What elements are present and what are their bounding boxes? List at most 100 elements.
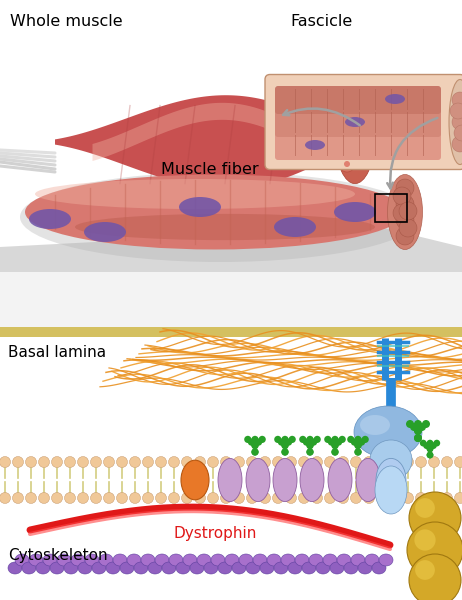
FancyBboxPatch shape bbox=[275, 86, 441, 114]
Polygon shape bbox=[55, 95, 355, 189]
Circle shape bbox=[335, 439, 342, 446]
Circle shape bbox=[324, 493, 335, 503]
Circle shape bbox=[415, 493, 426, 503]
Ellipse shape bbox=[239, 554, 253, 566]
Ellipse shape bbox=[351, 554, 365, 566]
Ellipse shape bbox=[155, 554, 169, 566]
Circle shape bbox=[51, 457, 62, 467]
Circle shape bbox=[306, 442, 314, 449]
Circle shape bbox=[339, 156, 355, 172]
Circle shape bbox=[78, 493, 89, 503]
Ellipse shape bbox=[375, 466, 407, 514]
Ellipse shape bbox=[330, 562, 344, 574]
Circle shape bbox=[306, 436, 314, 443]
Circle shape bbox=[338, 457, 348, 467]
Circle shape bbox=[251, 448, 259, 455]
Circle shape bbox=[273, 457, 284, 467]
Circle shape bbox=[25, 493, 36, 503]
Circle shape bbox=[377, 493, 388, 503]
Ellipse shape bbox=[379, 554, 393, 566]
Circle shape bbox=[0, 457, 11, 467]
Circle shape bbox=[352, 141, 358, 147]
Circle shape bbox=[410, 423, 418, 431]
Circle shape bbox=[299, 436, 306, 443]
Circle shape bbox=[354, 436, 362, 443]
Circle shape bbox=[65, 493, 75, 503]
Ellipse shape bbox=[8, 562, 22, 574]
Circle shape bbox=[344, 121, 350, 127]
Ellipse shape bbox=[64, 562, 78, 574]
Circle shape bbox=[414, 434, 422, 442]
Ellipse shape bbox=[190, 562, 204, 574]
Bar bbox=[375, 194, 407, 222]
Circle shape bbox=[331, 448, 339, 455]
Ellipse shape bbox=[288, 562, 302, 574]
Ellipse shape bbox=[328, 458, 352, 502]
Circle shape bbox=[414, 426, 422, 434]
Circle shape bbox=[328, 439, 335, 446]
Circle shape bbox=[248, 439, 255, 446]
Circle shape bbox=[426, 452, 433, 458]
Circle shape bbox=[298, 493, 310, 503]
Circle shape bbox=[38, 493, 49, 503]
Circle shape bbox=[426, 452, 433, 458]
Text: Whole muscle: Whole muscle bbox=[10, 14, 122, 29]
Ellipse shape bbox=[323, 554, 337, 566]
Circle shape bbox=[354, 448, 362, 455]
Circle shape bbox=[142, 457, 153, 467]
Circle shape bbox=[306, 448, 314, 455]
Ellipse shape bbox=[15, 554, 29, 566]
Ellipse shape bbox=[204, 562, 218, 574]
Circle shape bbox=[289, 436, 296, 443]
Circle shape bbox=[347, 116, 363, 132]
Circle shape bbox=[406, 420, 414, 428]
FancyBboxPatch shape bbox=[265, 74, 462, 169]
Circle shape bbox=[331, 448, 339, 455]
Ellipse shape bbox=[134, 562, 148, 574]
Ellipse shape bbox=[273, 458, 297, 502]
Ellipse shape bbox=[309, 554, 323, 566]
Circle shape bbox=[418, 423, 426, 431]
Circle shape bbox=[354, 441, 362, 448]
Circle shape bbox=[281, 442, 289, 449]
Ellipse shape bbox=[365, 554, 379, 566]
Ellipse shape bbox=[35, 179, 355, 209]
Ellipse shape bbox=[260, 562, 274, 574]
Circle shape bbox=[362, 436, 369, 443]
Circle shape bbox=[414, 426, 422, 434]
Circle shape bbox=[0, 493, 11, 503]
Ellipse shape bbox=[300, 458, 324, 502]
Circle shape bbox=[396, 227, 414, 245]
Circle shape bbox=[247, 493, 257, 503]
Ellipse shape bbox=[336, 100, 374, 184]
Circle shape bbox=[420, 440, 426, 446]
Circle shape bbox=[347, 136, 363, 152]
Circle shape bbox=[360, 111, 366, 117]
Ellipse shape bbox=[388, 175, 423, 250]
Circle shape bbox=[255, 439, 262, 446]
Circle shape bbox=[426, 445, 433, 452]
Circle shape bbox=[324, 457, 335, 467]
Circle shape bbox=[195, 457, 206, 467]
Ellipse shape bbox=[92, 562, 106, 574]
Circle shape bbox=[285, 439, 292, 446]
Text: Dystrophin: Dystrophin bbox=[173, 526, 257, 541]
Circle shape bbox=[103, 493, 115, 503]
Circle shape bbox=[286, 493, 297, 503]
Circle shape bbox=[442, 493, 452, 503]
Circle shape bbox=[389, 457, 401, 467]
Ellipse shape bbox=[85, 554, 99, 566]
Circle shape bbox=[65, 457, 75, 467]
Circle shape bbox=[396, 211, 414, 229]
Circle shape bbox=[281, 441, 289, 448]
Circle shape bbox=[450, 103, 462, 119]
Circle shape bbox=[251, 442, 259, 449]
Text: Cytoskeleton: Cytoskeleton bbox=[8, 548, 108, 563]
Circle shape bbox=[426, 445, 433, 452]
Ellipse shape bbox=[337, 554, 351, 566]
Circle shape bbox=[12, 493, 24, 503]
Ellipse shape bbox=[232, 562, 246, 574]
Circle shape bbox=[393, 187, 411, 205]
Circle shape bbox=[91, 493, 102, 503]
Circle shape bbox=[399, 219, 417, 237]
